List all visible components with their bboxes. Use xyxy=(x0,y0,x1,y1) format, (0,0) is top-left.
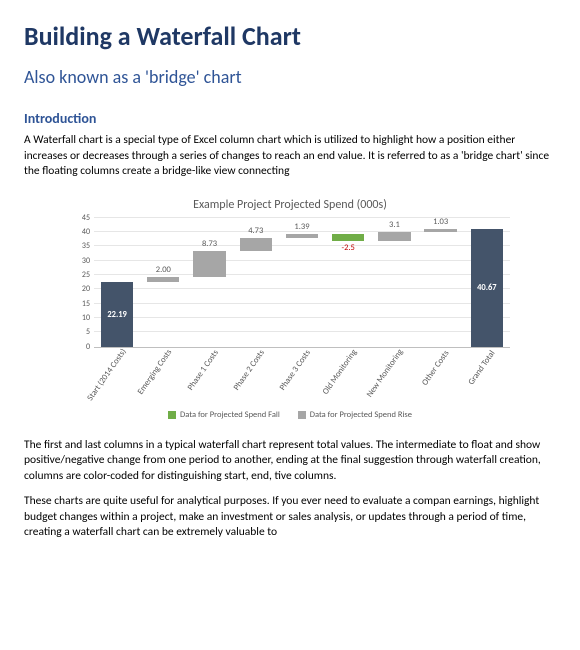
bar-value-label: 4.73 xyxy=(248,226,263,236)
y-tick: 45 xyxy=(70,213,90,223)
y-tick: 10 xyxy=(70,313,90,323)
bar-slot: 40.67 xyxy=(464,218,510,347)
x-category-label: Grand Total xyxy=(466,348,497,386)
bar-rise: 3.1 xyxy=(378,232,410,241)
bar-value-label: 2.00 xyxy=(156,265,171,275)
bar-value-label: 1.39 xyxy=(294,222,309,232)
section-heading: Introduction xyxy=(24,110,556,127)
chart-legend: Data for Projected Spend Fall Data for P… xyxy=(70,410,510,420)
y-tick: 25 xyxy=(70,270,90,280)
bar-slot: 8.73 xyxy=(186,218,232,347)
legend-label-fall: Data for Projected Spend Fall xyxy=(180,410,280,420)
x-category-label: Phase 3 Costs xyxy=(278,348,313,392)
x-category-label: Emerging Costs xyxy=(136,347,174,396)
x-category-label: New Monitoring xyxy=(365,347,406,399)
x-category-label: Phase 2 Costs xyxy=(231,348,266,392)
bar-slot: -2.5 xyxy=(325,218,371,347)
x-category-label: Other Costs xyxy=(420,348,451,387)
y-tick: 40 xyxy=(70,227,90,237)
intro-paragraph-1: A Waterfall chart is a special type of E… xyxy=(24,133,556,180)
x-category-label: Start (2014 Costs) xyxy=(86,347,129,403)
body-paragraph-3: These charts are quite useful for analyt… xyxy=(24,494,556,541)
bar-rise: 2.00 xyxy=(147,277,179,283)
chart-title: Example Project Projected Spend (000s) xyxy=(70,198,510,212)
chart-x-axis-labels: Start (2014 Costs)Emerging CostsPhase 1 … xyxy=(94,348,510,406)
legend-swatch-rise-icon xyxy=(298,411,306,419)
legend-swatch-fall-icon xyxy=(168,411,176,419)
bar-value-label: -2.5 xyxy=(342,243,355,253)
x-category-label: Phase 1 Costs xyxy=(185,348,220,392)
bar-slot: 1.03 xyxy=(418,218,464,347)
bar-rise: 4.73 xyxy=(240,238,272,252)
bar-fall: -2.5 xyxy=(332,234,364,241)
y-tick: 5 xyxy=(70,327,90,337)
bar-slot: 1.39 xyxy=(279,218,325,347)
bar-value-label: 3.1 xyxy=(389,220,400,230)
waterfall-chart: Example Project Projected Spend (000s) 0… xyxy=(70,198,510,420)
bar-rise: 1.39 xyxy=(286,234,318,238)
bar-rise: 8.73 xyxy=(193,251,225,276)
y-tick: 30 xyxy=(70,256,90,266)
legend-item-rise: Data for Projected Spend Rise xyxy=(298,410,412,420)
y-tick: 35 xyxy=(70,241,90,251)
legend-label-rise: Data for Projected Spend Rise xyxy=(310,410,412,420)
y-tick: 15 xyxy=(70,299,90,309)
document-title: Building a Waterfall Chart xyxy=(24,20,556,52)
bar-value-label: 8.73 xyxy=(202,239,217,249)
bar-slot: 4.73 xyxy=(233,218,279,347)
chart-plot-area: 05101520253035404522.192.008.734.731.39-… xyxy=(94,218,510,348)
legend-item-fall: Data for Projected Spend Fall xyxy=(168,410,280,420)
bar-pillar: 22.19 xyxy=(101,282,133,346)
document-subtitle: Also known as a 'bridge' chart xyxy=(24,66,556,88)
x-category-label: Old Monitoring xyxy=(321,347,359,396)
bar-slot: 3.1 xyxy=(371,218,417,347)
bar-value-label: 1.03 xyxy=(433,217,448,227)
y-tick: 20 xyxy=(70,284,90,294)
y-tick: 0 xyxy=(70,342,90,352)
bar-value-label: 40.67 xyxy=(477,283,497,293)
bar-slot: 2.00 xyxy=(140,218,186,347)
bar-slot: 22.19 xyxy=(94,218,140,347)
bar-pillar: 40.67 xyxy=(471,229,503,346)
bar-rise: 1.03 xyxy=(424,229,456,232)
body-paragraph-2: The first and last columns in a typical … xyxy=(24,438,556,485)
bar-value-label: 22.19 xyxy=(107,310,127,320)
